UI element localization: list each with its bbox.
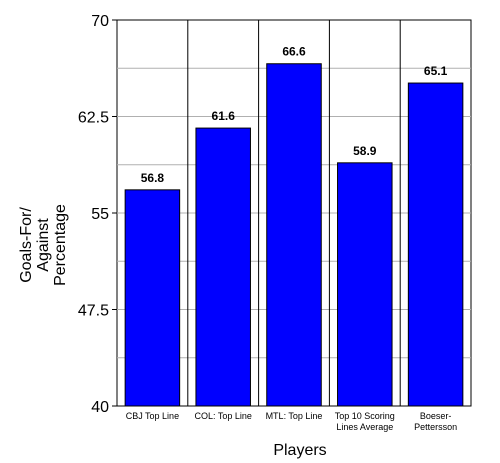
- y-tick-label-3: 62.5: [78, 110, 109, 127]
- bar-1: [195, 127, 251, 407]
- x-tick-labels: CBJ Top Line COL: Top Line MTL: Top Line To…: [126, 411, 457, 432]
- value-label-2: 66.6: [282, 45, 306, 59]
- y-tick-label-1: 47.5: [78, 303, 109, 320]
- y-tick-label-4: 70: [91, 13, 109, 30]
- category-separators: [187, 20, 401, 406]
- x-tick-label-4: Boeser-Pettersson: [414, 411, 457, 432]
- x-tick-label-3: Top 10 Scoring Lines Average: [335, 411, 395, 432]
- value-label-1: 61.6: [212, 109, 236, 123]
- bar-0: [124, 189, 181, 407]
- x-axis-title: Players: [273, 442, 326, 459]
- y-tick-label-0: 40: [91, 399, 109, 416]
- value-label-4: 65.1: [424, 64, 448, 78]
- value-labels: 56.8 61.6 66.6 58.9 65.1: [141, 45, 448, 185]
- y-axis-title: Goals-For/AgainstPercentage: [18, 204, 69, 286]
- y-tick-label-2: 55: [91, 206, 109, 223]
- x-tick-label-0: CBJ Top Line: [126, 411, 179, 421]
- bar-4: [407, 82, 464, 407]
- value-label-0: 56.8: [141, 171, 165, 185]
- bars: [124, 63, 464, 407]
- x-tick-label-1: COL: Top Line: [195, 411, 252, 421]
- value-label-3: 58.9: [353, 144, 377, 158]
- bar-3: [337, 162, 393, 407]
- y-tick-labels: 40 47.5 55 62.5 70: [78, 13, 117, 416]
- bar-2: [266, 63, 322, 407]
- x-tick-label-2: MTL: Top Line: [266, 411, 323, 421]
